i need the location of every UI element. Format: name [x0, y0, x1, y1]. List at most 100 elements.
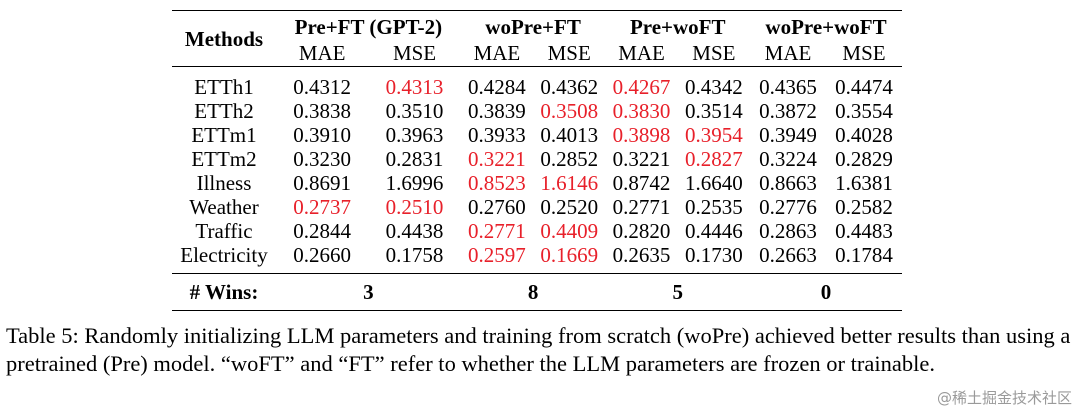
metric-value: 0.3830 [612, 99, 671, 123]
table-caption: Table 5: Randomly initializing LLM param… [6, 323, 1071, 376]
metric-value: 1.6640 [685, 171, 743, 195]
metric-value: 0.2582 [835, 195, 893, 219]
metric-value: 0.2737 [293, 195, 352, 219]
table-row: ETTh1 0.4312 0.4313 0.4284 0.4362 0.4267 0.434… [172, 67, 902, 100]
dataset-name: Electricity [180, 243, 268, 267]
metric-value: 0.3508 [540, 99, 599, 123]
group-header-0: Pre+FT (GPT-2) [294, 14, 443, 39]
metric-value: 0.8742 [612, 171, 671, 195]
metric-value: 0.3910 [293, 123, 352, 147]
metric-value: 0.2844 [293, 219, 352, 243]
metric-value: 0.2660 [293, 243, 352, 267]
metric-header-mae: MAE [473, 41, 521, 65]
dataset-name: Traffic [195, 219, 253, 243]
dataset-name: ETTm2 [191, 147, 257, 171]
metric-value: 0.2852 [540, 147, 599, 171]
metric-value: 0.2831 [385, 147, 444, 171]
metric-value: 0.2771 [612, 195, 671, 219]
wins-count: 0 [820, 279, 832, 304]
metric-value: 0.4365 [759, 75, 817, 99]
table-row: ETTm2 0.3230 0.2831 0.3221 0.2852 0.3221 0.282… [172, 147, 902, 171]
wins-label: # Wins: [189, 279, 259, 304]
dataset-name: ETTh2 [194, 99, 254, 123]
watermark: @稀土掘金技术社区 [936, 389, 1072, 407]
metric-value: 0.3510 [385, 99, 444, 123]
metric-value: 0.4342 [685, 75, 743, 99]
metric-value: 1.6381 [835, 171, 893, 195]
metric-value: 0.2635 [612, 243, 671, 267]
metric-value: 0.2510 [385, 195, 444, 219]
metric-value: 0.4013 [540, 123, 599, 147]
metric-value: 1.6146 [540, 171, 599, 195]
group-header-row: Methods Pre+FT (GPT-2) woPre+FT Pre+woFT… [172, 10, 902, 51]
table-row: ETTh2 0.3838 0.3510 0.3839 0.3508 0.3830 0.351… [172, 99, 902, 123]
metric-value: 0.4313 [385, 75, 444, 99]
metric-value: 0.2827 [685, 147, 743, 171]
metric-value: 0.4362 [540, 75, 599, 99]
table-row: Electricity 0.2660 0.1758 0.2597 0.1669 0.263… [172, 243, 902, 274]
metric-value: 0.2863 [759, 219, 817, 243]
metric-value: 0.4409 [540, 219, 599, 243]
metric-value: 0.3872 [759, 99, 817, 123]
metric-value: 0.3954 [685, 123, 743, 147]
metric-value: 0.3898 [612, 123, 671, 147]
dataset-name: Illness [196, 171, 252, 195]
results-table-container: Methods Pre+FT (GPT-2) woPre+FT Pre+woFT… [172, 10, 902, 311]
metric-value: 1.6996 [385, 171, 444, 195]
wins-count: 5 [672, 279, 683, 304]
metric-header-mae: MAE [764, 41, 812, 65]
metric-value: 0.4474 [835, 75, 893, 99]
metric-value: 0.2820 [612, 219, 671, 243]
metric-value: 0.3838 [293, 99, 352, 123]
metric-value: 0.1669 [540, 243, 599, 267]
metric-value: 0.3514 [685, 99, 743, 123]
metric-header-mae: MAE [298, 41, 346, 65]
metric-value: 0.8663 [759, 171, 817, 195]
metric-value: 0.4312 [293, 75, 352, 99]
metric-value: 0.4438 [385, 219, 444, 243]
wins-count: 3 [363, 279, 374, 304]
metric-value: 0.1784 [835, 243, 893, 267]
dataset-name: ETTm1 [191, 123, 257, 147]
metric-value: 0.3839 [468, 99, 526, 123]
metric-value: 0.2535 [685, 195, 743, 219]
metric-value: 0.2771 [468, 219, 526, 243]
wins-count: 8 [527, 279, 539, 304]
metric-value: 0.3230 [293, 147, 352, 171]
table-row: Weather 0.2737 0.2510 0.2760 0.2520 0.2771 0.2… [172, 195, 902, 219]
methods-header: Methods [184, 27, 264, 51]
metric-value: 0.2663 [759, 243, 817, 267]
metric-value: 0.2520 [540, 195, 599, 219]
dataset-name: ETTh1 [194, 75, 254, 99]
metric-value: 0.2776 [759, 195, 817, 219]
metric-value: 0.2597 [468, 243, 526, 267]
metric-header-mse: MSE [392, 41, 437, 65]
results-table: Methods Pre+FT (GPT-2) woPre+FT Pre+woFT… [172, 10, 902, 311]
metric-value: 0.3224 [759, 147, 817, 171]
metric-value: 0.3221 [468, 147, 526, 171]
group-header-1: woPre+FT [485, 14, 581, 39]
dataset-name: Weather [189, 195, 259, 219]
metric-value: 0.8523 [468, 171, 526, 195]
metric-value: 0.2760 [468, 195, 526, 219]
metric-header-mae: MAE [618, 41, 665, 65]
wins-row: # Wins: 3 8 5 0 [172, 274, 902, 311]
metric-header-mse: MSE [692, 41, 736, 65]
metric-value: 0.8691 [293, 171, 352, 195]
metric-value: 0.3963 [385, 123, 444, 147]
results-table-body: ETTh1 0.4312 0.4313 0.4284 0.4362 0.4267 0.434… [172, 66, 902, 274]
metric-value: 0.1758 [385, 243, 444, 267]
table-row: Illness 0.8691 1.6996 0.8523 1.6146 0.8742 1.6… [172, 171, 902, 195]
metric-header-mse: MSE [547, 41, 591, 65]
metric-value: 0.3221 [612, 147, 671, 171]
table-row: Traffic 0.2844 0.4438 0.2771 0.4409 0.2820 0.4… [172, 219, 902, 243]
metric-value: 0.3949 [759, 123, 817, 147]
metric-header-mse: MSE [842, 41, 886, 65]
metric-value: 0.4483 [835, 219, 893, 243]
metric-value: 0.3933 [468, 123, 526, 147]
metric-value: 0.3554 [835, 99, 893, 123]
metric-value: 0.4028 [835, 123, 893, 147]
metric-value: 0.4267 [612, 75, 671, 99]
group-header-3: woPre+woFT [765, 14, 887, 39]
metric-header-row: MAE MSE MAE MSE MAE MSE MAE MSE [172, 41, 902, 67]
